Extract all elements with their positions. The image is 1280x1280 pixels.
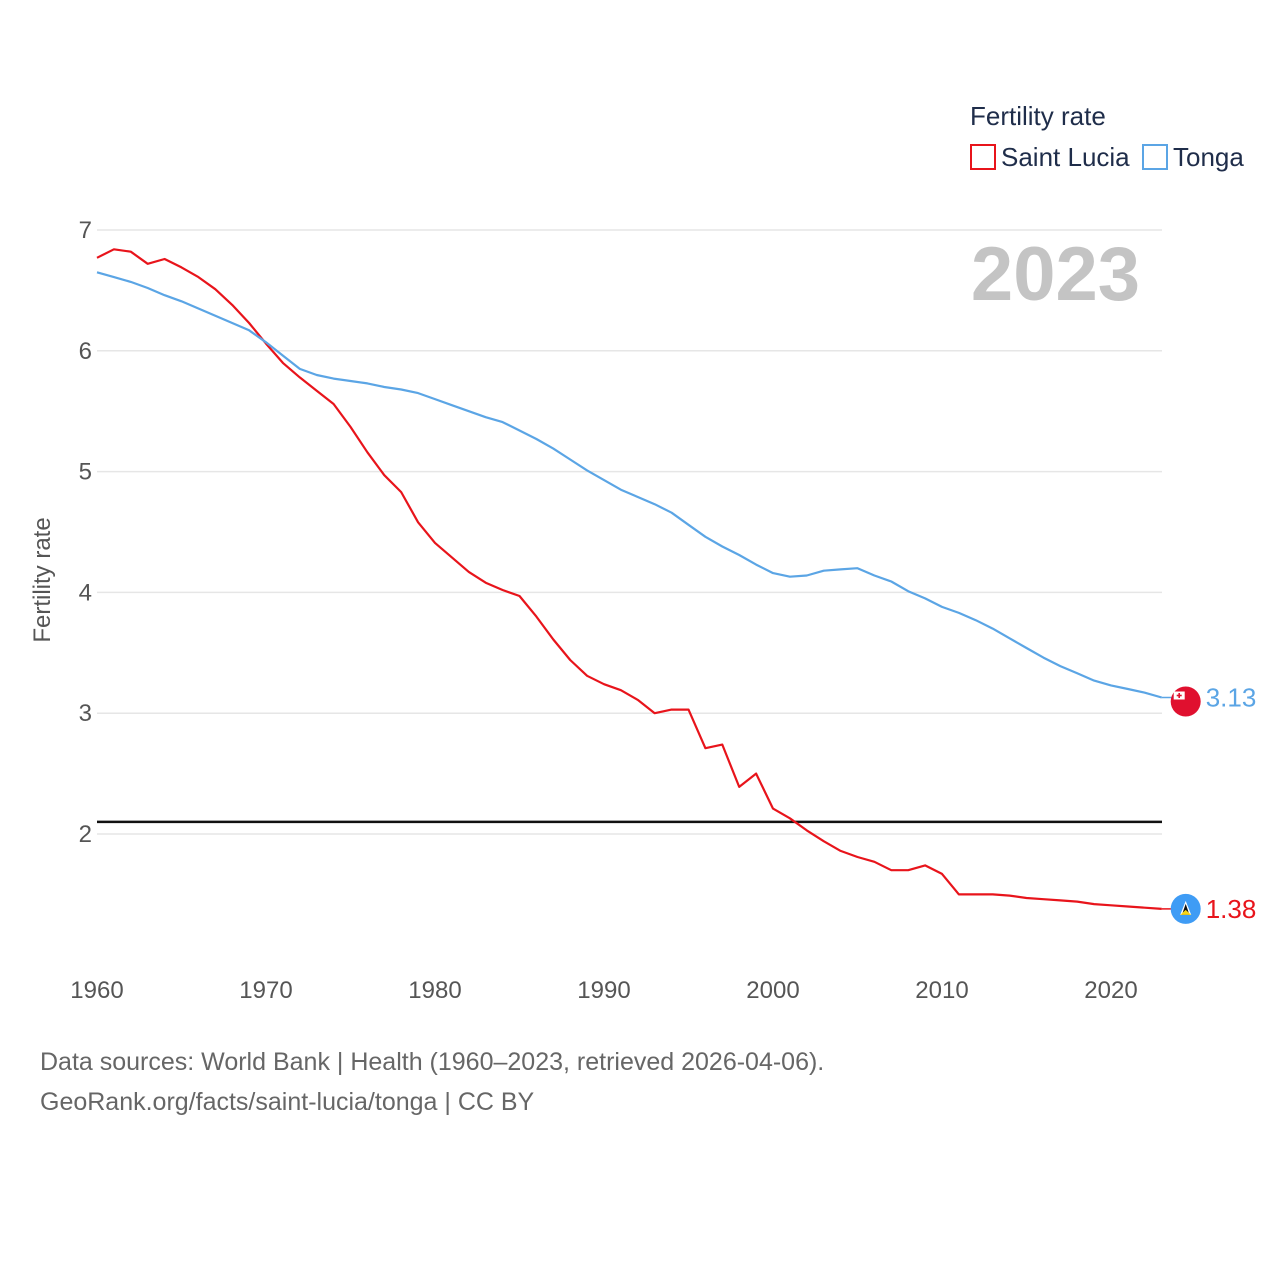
grid-lines [97, 229, 1162, 835]
legend-label-tonga[interactable]: Tonga [1173, 142, 1244, 172]
x-tick-1980: 1980 [408, 977, 461, 1004]
saint-lucia-flag-icon [1170, 893, 1201, 924]
footer: Data sources: World Bank | Health (1960–… [40, 1042, 824, 1122]
legend-label-saint-lucia[interactable]: Saint Lucia [1001, 142, 1130, 172]
year-watermark: 2023 [971, 232, 1140, 317]
legend-swatch-saint-lucia[interactable] [970, 144, 996, 170]
x-tick-1990: 1990 [577, 977, 630, 1004]
y-tick-7: 7 [79, 217, 92, 244]
tonga-end-value: 3.13 [1206, 682, 1257, 712]
series-line-tonga[interactable] [96, 271, 1163, 699]
y-tick-4: 4 [79, 579, 92, 606]
saint-lucia-end-value: 1.38 [1206, 894, 1257, 924]
x-tick-1970: 1970 [239, 977, 292, 1004]
series-line-saint-lucia[interactable] [96, 248, 1162, 910]
legend-title: Fertility rate [970, 101, 1106, 131]
x-tick-1960: 1960 [70, 977, 123, 1004]
y-tick-labels: 2 3 4 5 6 7 [79, 217, 92, 848]
footer-sources: Data sources: World Bank | Health (1960–… [40, 1048, 825, 1076]
y-axis-label: Fertility rate [29, 517, 56, 642]
y-tick-2: 2 [79, 821, 92, 848]
x-tick-labels: 1960 1970 1980 1990 2000 2010 2020 [70, 977, 1137, 1004]
y-tick-6: 6 [79, 338, 92, 365]
x-tick-2000: 2000 [746, 977, 799, 1004]
y-tick-3: 3 [79, 700, 92, 727]
x-tick-2020: 2020 [1084, 977, 1137, 1004]
x-tick-2010: 2010 [915, 977, 968, 1004]
tonga-flag-icon [1170, 686, 1201, 717]
series-lines [96, 248, 1172, 910]
footer-attribution[interactable]: GeoRank.org/facts/saint-lucia/tonga | CC… [40, 1088, 535, 1116]
y-tick-5: 5 [79, 459, 92, 486]
legend-swatch-tonga[interactable] [1142, 144, 1168, 170]
